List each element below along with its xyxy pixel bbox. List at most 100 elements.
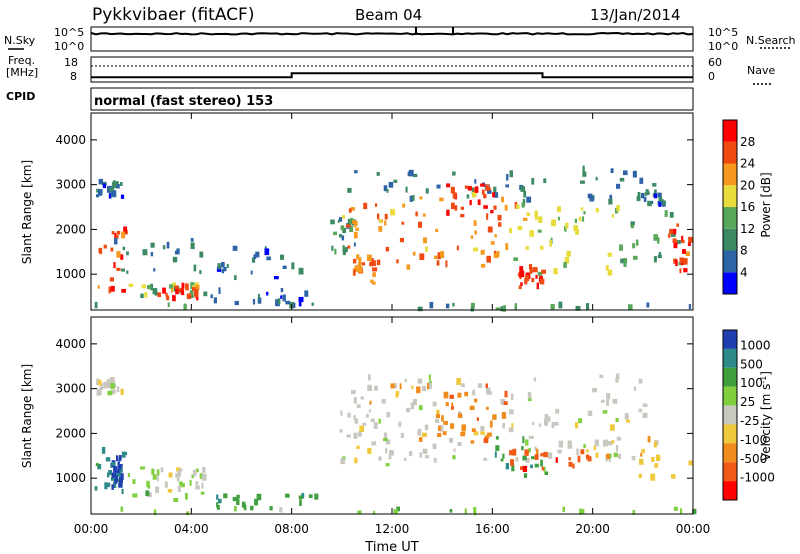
heatmap-cell (110, 247, 114, 252)
heatmap-cell (606, 453, 610, 460)
heatmap-cell (506, 174, 509, 181)
heatmap-cell (234, 300, 239, 306)
heatmap-cell (436, 409, 440, 415)
heatmap-cell (452, 302, 455, 307)
colorbar-swatch (723, 120, 737, 142)
heatmap-cell (638, 378, 643, 384)
heatmap-cell (354, 265, 358, 273)
heatmap-cell (398, 421, 402, 428)
heatmap-cell (450, 186, 455, 194)
heatmap-cell (564, 225, 567, 232)
heatmap-cell (116, 455, 118, 462)
y-tick-label: 2000 (55, 426, 86, 440)
nave-tick-bottom: 0 (708, 70, 715, 83)
heatmap-cell (480, 183, 485, 187)
heatmap-cell (126, 251, 129, 256)
heatmap-cell (299, 499, 302, 506)
heatmap-cell (169, 284, 173, 289)
heatmap-cell (339, 234, 342, 238)
heatmap-cell (417, 306, 423, 312)
heatmap-cell (574, 218, 577, 224)
heatmap-cell (266, 256, 271, 261)
heatmap-cell (363, 202, 368, 210)
heatmap-cell (531, 456, 535, 460)
heatmap-cell (435, 414, 440, 419)
heatmap-cell (473, 507, 477, 514)
heatmap-cell (555, 457, 558, 463)
heatmap-cell (535, 274, 538, 279)
heatmap-cell (509, 450, 514, 456)
heatmap-cell (168, 472, 173, 478)
heatmap-cell (202, 466, 206, 474)
heatmap-cell (641, 193, 645, 199)
heatmap-cell (358, 431, 362, 437)
heatmap-cell (179, 287, 184, 292)
heatmap-cell (399, 237, 404, 243)
heatmap-cell (607, 269, 613, 276)
heatmap-cell (485, 406, 489, 410)
heatmap-cell (97, 388, 100, 393)
heatmap-cell (534, 446, 537, 451)
heatmap-cell (111, 181, 117, 189)
heatmap-cell (457, 442, 462, 446)
heatmap-cell (502, 453, 505, 459)
heatmap-cell (113, 262, 116, 269)
heatmap-cell (367, 384, 372, 391)
velocity-y-ticks: 1000 2000 3000 4000 (55, 337, 693, 485)
cpid-text: normal (fast stereo) 153 (94, 94, 273, 109)
heatmap-cell (375, 203, 378, 207)
heatmap-cell (527, 396, 532, 402)
heatmap-cell (483, 194, 487, 199)
heatmap-cell (96, 194, 100, 198)
heatmap-cell (417, 428, 422, 436)
heatmap-cell (409, 195, 413, 202)
heatmap-cell (415, 211, 418, 217)
heatmap-cell (647, 200, 652, 207)
heatmap-cell (417, 378, 423, 384)
heatmap-cell (662, 200, 666, 205)
heatmap-cell (390, 383, 395, 389)
freq-unit-label: [MHz] (6, 66, 38, 79)
noise-right-tick-bottom: 10^0 (708, 40, 738, 53)
heatmap-cell (372, 281, 376, 285)
heatmap-cell (111, 484, 114, 490)
heatmap-cell (411, 385, 414, 390)
heatmap-cell (632, 170, 637, 178)
heatmap-cell (609, 194, 613, 202)
heatmap-cell (110, 285, 115, 292)
heatmap-cell (568, 457, 571, 461)
heatmap-cell (500, 399, 506, 405)
heatmap-cell (98, 178, 103, 185)
heatmap-cell (210, 294, 213, 299)
heatmap-cell (483, 437, 489, 444)
colorbar-swatch (723, 207, 737, 229)
heatmap-cell (117, 465, 122, 471)
heatmap-cell (501, 196, 505, 203)
heatmap-cell (193, 264, 197, 272)
heatmap-cell (633, 386, 637, 391)
heatmap-cell (555, 408, 560, 414)
heatmap-cell (626, 419, 631, 423)
heatmap-cell (467, 186, 472, 191)
heatmap-cell (487, 189, 492, 194)
heatmap-cell (109, 277, 114, 282)
radar-title: Pykkvibaer (fitACF) (92, 5, 254, 25)
heatmap-cell (675, 259, 678, 267)
heatmap-cell (425, 455, 430, 459)
heatmap-cell (116, 267, 121, 271)
heatmap-cell (496, 251, 500, 257)
heatmap-cell (682, 249, 686, 254)
heatmap-cell (531, 421, 535, 425)
heatmap-cell (437, 433, 442, 438)
heatmap-cell (692, 508, 697, 515)
heatmap-cell (521, 202, 525, 208)
heatmap-cell (368, 374, 371, 381)
heatmap-cell (445, 402, 449, 407)
heatmap-cell (510, 393, 514, 401)
heatmap-cell (537, 271, 543, 276)
heatmap-cell (547, 452, 553, 459)
heatmap-cell (157, 292, 162, 298)
heatmap-cell (631, 455, 636, 461)
heatmap-cell (567, 445, 573, 449)
heatmap-cell (486, 255, 491, 263)
